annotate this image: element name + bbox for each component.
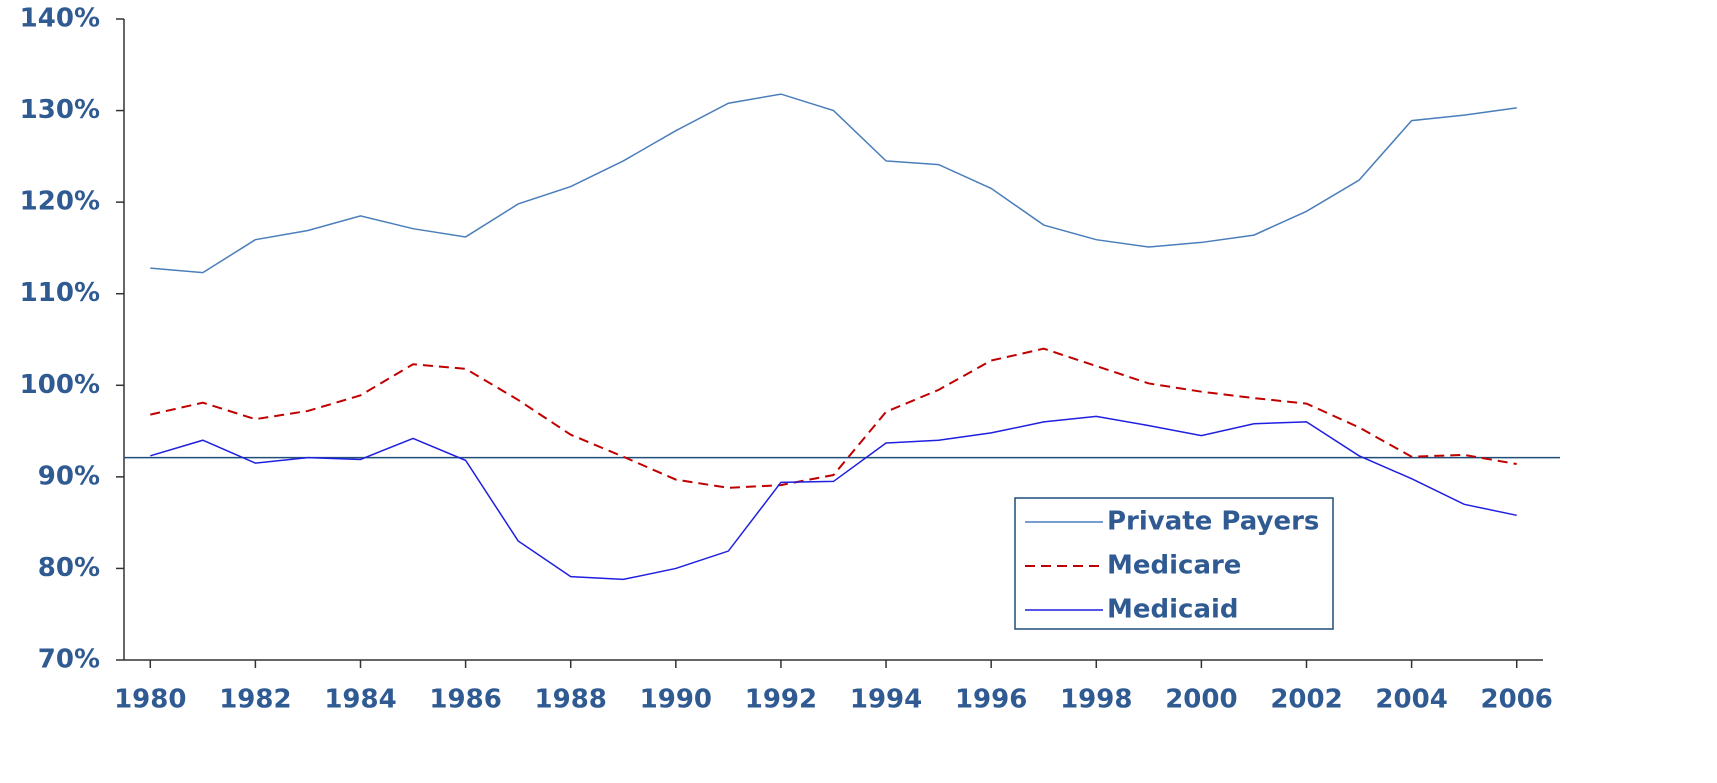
legend-label: Private Payers [1107,507,1319,537]
x-tick-label: 2006 [1481,685,1553,715]
y-tick-label: 90% [38,461,100,491]
legend-label: Medicare [1107,551,1241,581]
x-tick-label: 1982 [219,685,291,715]
y-tick-label: 80% [38,553,100,583]
x-tick-label: 1992 [745,685,817,715]
y-tick-label: 120% [20,187,100,217]
x-tick-label: 2004 [1375,685,1447,715]
series-line [150,347,1517,489]
x-tick-label: 1998 [1060,685,1132,715]
y-tick-label: 130% [20,95,100,125]
x-tick-label: 1990 [640,685,712,715]
series-line [150,415,1517,581]
x-tick-label: 2000 [1165,685,1237,715]
x-tick-label: 1994 [850,685,922,715]
y-tick-label: 100% [20,370,100,400]
x-tick-label: 1984 [324,685,396,715]
y-tick-label: 70% [38,645,100,675]
x-tick-label: 1980 [114,685,186,715]
legend-label: Medicaid [1107,595,1239,625]
x-tick-label: 1986 [429,685,501,715]
legend-box [1014,497,1334,630]
series-line [150,93,1517,274]
x-tick-label: 1996 [955,685,1027,715]
x-tick-label: 2002 [1270,685,1342,715]
x-tick-label: 1988 [535,685,607,715]
y-tick-label: 110% [20,278,100,308]
y-tick-label: 140% [20,4,100,34]
